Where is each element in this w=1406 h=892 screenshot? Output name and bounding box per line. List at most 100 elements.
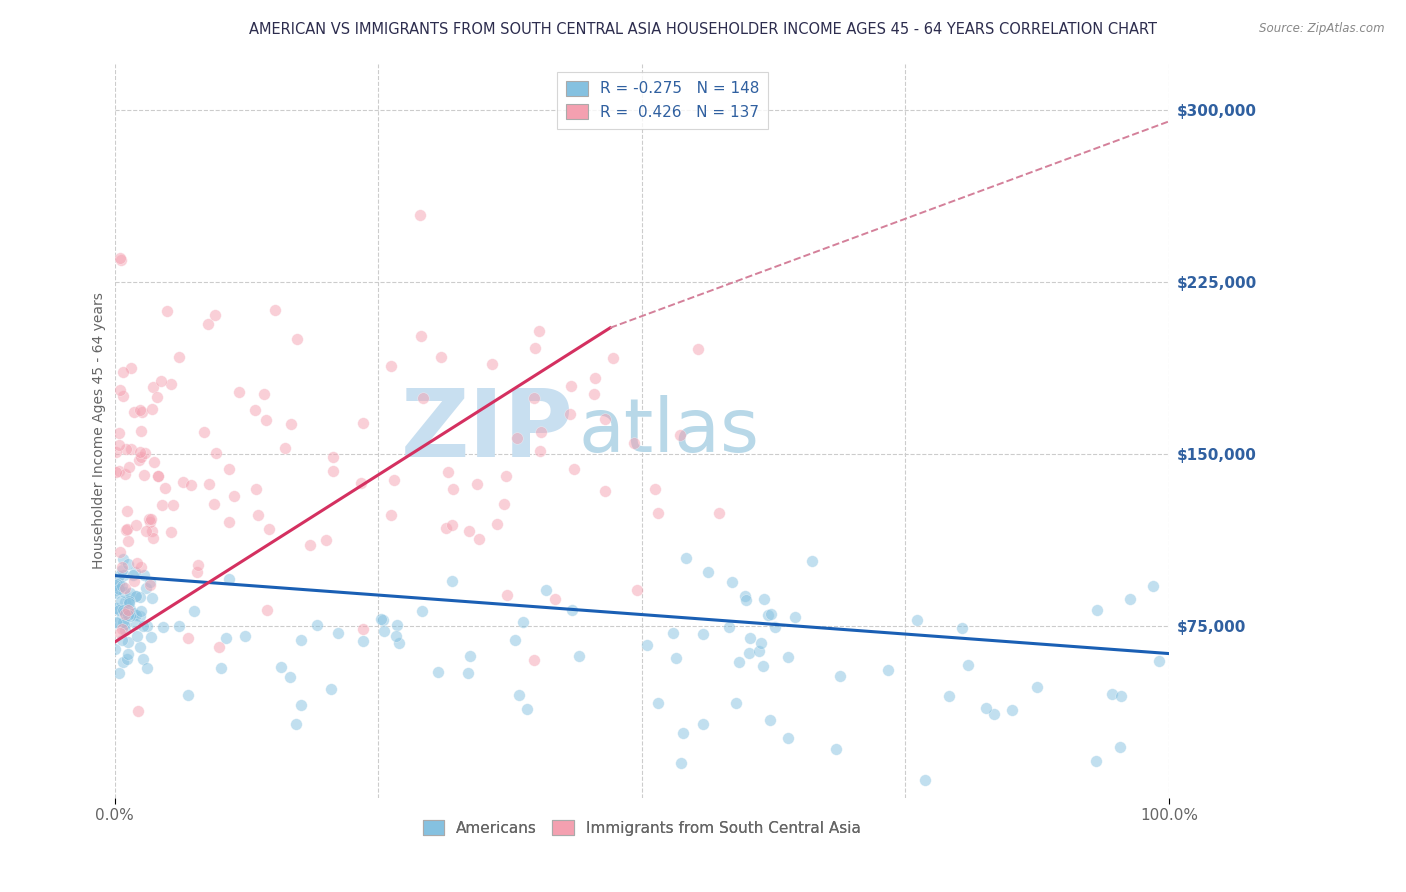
Point — [434, 521, 457, 535]
Point — [253, 387, 276, 401]
Point — [593, 412, 616, 426]
Point — [938, 689, 960, 703]
Point — [110, 633, 132, 648]
Point — [107, 438, 129, 452]
Point — [108, 626, 131, 640]
Point — [128, 453, 150, 467]
Point — [298, 538, 321, 552]
Point — [148, 468, 170, 483]
Point — [198, 476, 221, 491]
Point — [801, 554, 824, 568]
Point — [905, 613, 928, 627]
Point — [180, 477, 202, 491]
Point — [187, 558, 209, 572]
Point — [672, 726, 695, 740]
Point — [111, 603, 134, 617]
Point — [118, 609, 141, 624]
Point — [523, 392, 546, 406]
Point — [160, 525, 183, 540]
Point — [124, 565, 146, 579]
Point — [583, 371, 606, 385]
Point — [956, 657, 979, 672]
Point — [245, 403, 267, 417]
Point — [384, 473, 406, 487]
Point — [411, 604, 433, 618]
Point — [721, 575, 744, 590]
Point — [125, 608, 148, 623]
Point — [457, 524, 479, 538]
Point — [128, 640, 150, 654]
Point — [110, 253, 132, 268]
Point — [506, 431, 529, 445]
Point — [724, 696, 747, 710]
Point — [515, 702, 537, 716]
Point — [647, 697, 669, 711]
Point — [129, 450, 152, 465]
Point — [315, 533, 337, 548]
Point — [644, 482, 666, 496]
Point — [107, 582, 129, 596]
Point — [167, 619, 190, 633]
Point — [763, 620, 786, 634]
Point — [430, 351, 453, 365]
Point — [127, 629, 149, 643]
Point — [129, 590, 152, 604]
Point — [132, 651, 155, 665]
Point — [111, 578, 134, 592]
Point — [738, 646, 761, 660]
Point — [530, 425, 553, 439]
Point — [108, 666, 131, 681]
Point — [110, 594, 132, 608]
Point — [602, 351, 624, 365]
Point — [245, 482, 267, 496]
Point — [117, 635, 139, 649]
Point — [228, 385, 250, 400]
Point — [457, 665, 479, 680]
Point — [675, 551, 697, 566]
Point — [582, 386, 605, 401]
Point — [142, 380, 165, 394]
Point — [117, 504, 139, 518]
Point — [623, 436, 645, 450]
Point — [1085, 603, 1108, 617]
Point — [748, 644, 770, 658]
Point — [125, 518, 148, 533]
Point — [688, 342, 710, 356]
Point — [326, 625, 349, 640]
Point — [104, 641, 127, 656]
Point — [321, 681, 343, 696]
Point — [108, 603, 131, 617]
Point — [177, 688, 200, 702]
Point — [738, 631, 761, 645]
Point — [134, 446, 156, 460]
Point — [135, 661, 157, 675]
Point — [208, 640, 231, 654]
Point — [162, 498, 184, 512]
Text: ZIP: ZIP — [401, 385, 574, 477]
Point — [156, 304, 179, 318]
Point — [534, 583, 557, 598]
Point — [647, 507, 669, 521]
Point — [134, 467, 156, 482]
Point — [1101, 687, 1123, 701]
Text: atlas: atlas — [578, 394, 759, 467]
Point — [280, 417, 302, 431]
Point — [496, 588, 519, 602]
Point — [122, 574, 145, 588]
Point — [204, 308, 226, 322]
Point — [112, 655, 135, 669]
Point — [111, 615, 134, 629]
Point — [115, 523, 138, 537]
Point — [752, 591, 775, 606]
Point — [290, 633, 312, 648]
Point — [524, 341, 547, 355]
Point — [108, 465, 131, 479]
Point — [512, 615, 534, 629]
Point — [105, 577, 128, 591]
Point — [131, 405, 153, 419]
Point — [108, 545, 131, 559]
Point — [974, 701, 997, 715]
Point — [305, 618, 328, 632]
Point — [776, 650, 799, 665]
Point — [495, 468, 517, 483]
